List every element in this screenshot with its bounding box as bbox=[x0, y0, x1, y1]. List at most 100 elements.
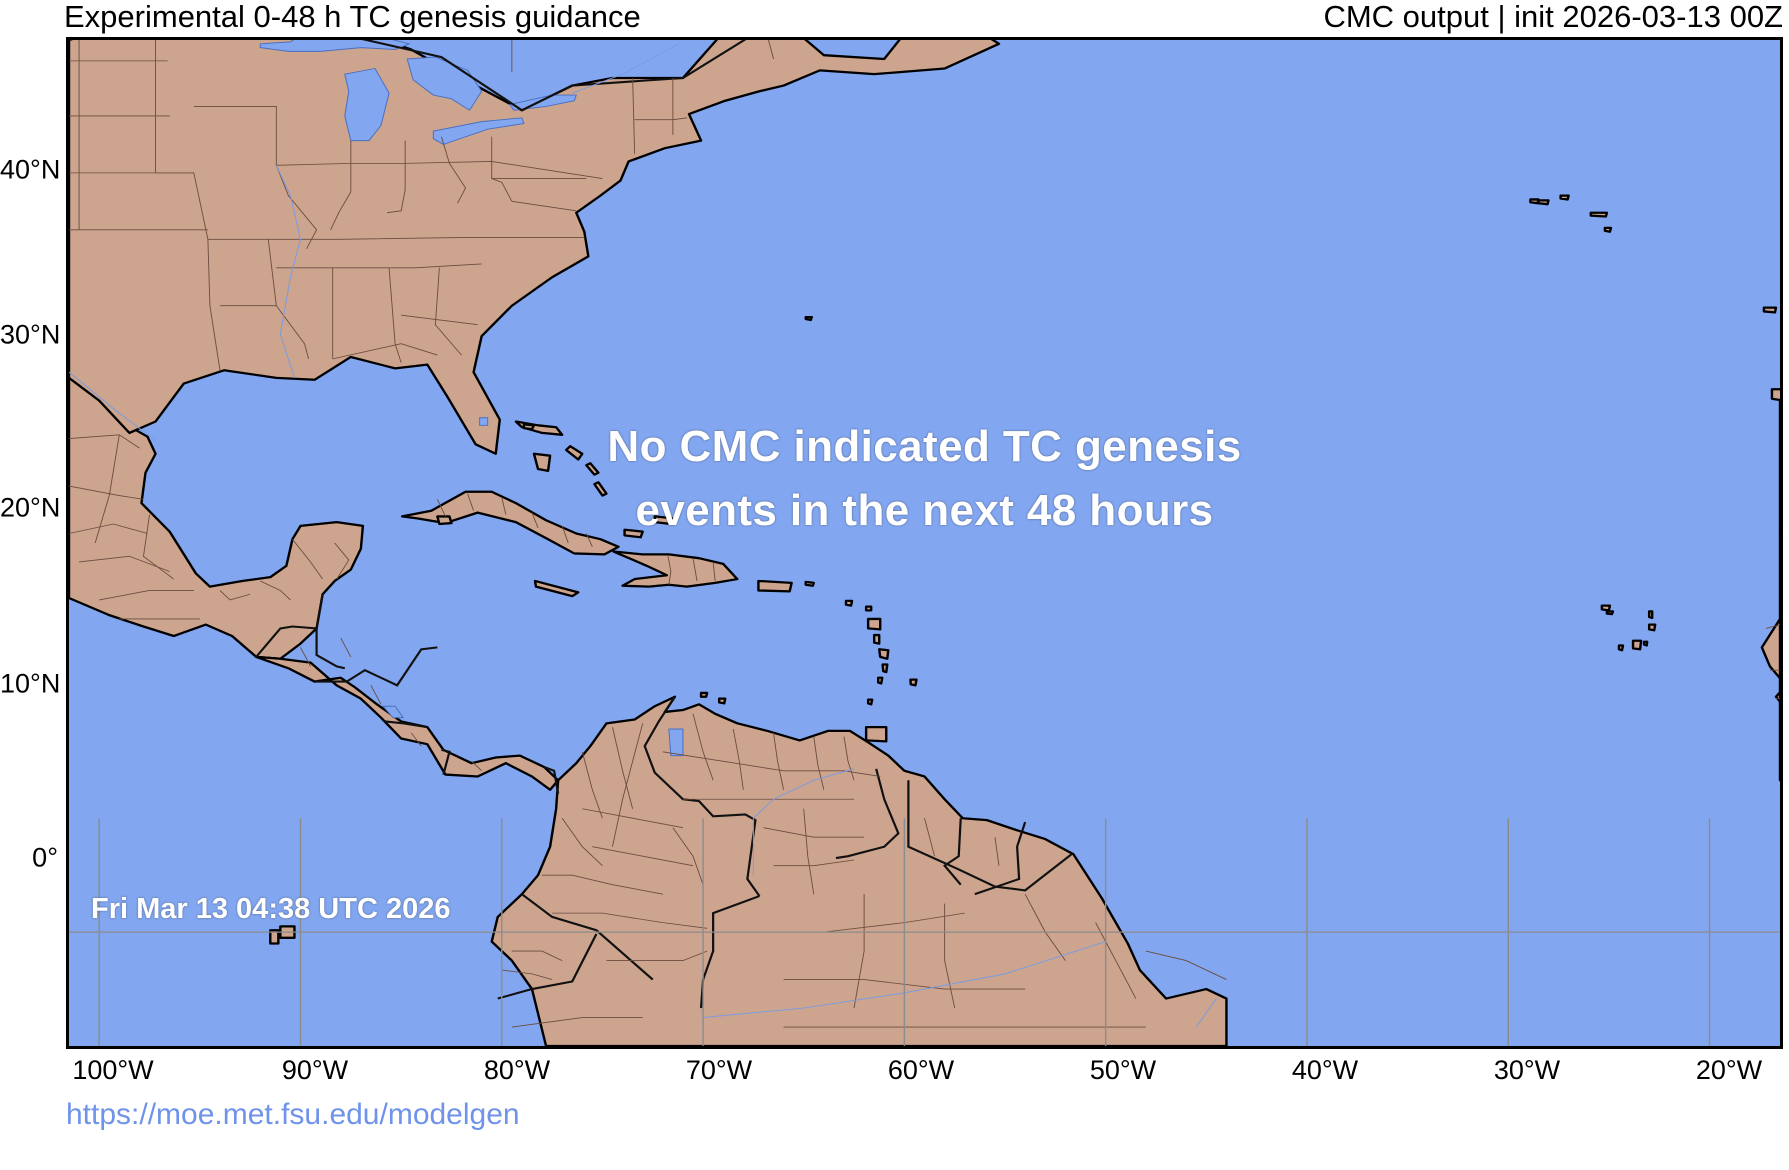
ven-state-1 bbox=[692, 713, 714, 781]
antigua-land bbox=[864, 605, 873, 612]
dominica-land bbox=[872, 633, 881, 645]
subdivision-borders-group bbox=[69, 40, 1780, 1028]
river-stlawrence bbox=[572, 43, 680, 94]
state-line-h5 bbox=[207, 236, 585, 240]
xtick-label-70w: 70°W bbox=[685, 1055, 753, 1085]
cape-verde-sal-land bbox=[1647, 610, 1654, 620]
bra-state-2 bbox=[853, 894, 865, 1009]
lake-okeechobee bbox=[479, 417, 489, 426]
state-line-v10 bbox=[388, 267, 402, 363]
mex-state-10 bbox=[334, 542, 350, 580]
col-dept-10 bbox=[606, 950, 708, 962]
bra-state-6 bbox=[1145, 950, 1227, 980]
col-dept-5 bbox=[542, 874, 663, 895]
state-line-h9 bbox=[401, 314, 478, 326]
virgin-islands-land bbox=[804, 580, 815, 587]
long-island-land bbox=[593, 481, 608, 497]
lake-superior bbox=[259, 40, 411, 52]
xtick-label-80w: 80°W bbox=[483, 1055, 551, 1085]
lake-michigan bbox=[344, 67, 390, 142]
puerto-rico-land bbox=[757, 579, 793, 593]
state-line-v2 bbox=[155, 40, 221, 371]
col-dept-4 bbox=[561, 817, 603, 866]
grenada-land bbox=[866, 698, 874, 706]
ven-state-4 bbox=[813, 736, 825, 790]
state-line-v11 bbox=[434, 267, 462, 356]
ven-state-3 bbox=[773, 732, 785, 790]
border-mex-guatemala bbox=[255, 594, 324, 658]
ecu-prov-1 bbox=[511, 950, 563, 961]
cape-verde-santiago-land bbox=[1631, 639, 1643, 651]
state-line-h7 bbox=[332, 343, 438, 360]
xtick-label-100w: 100°W bbox=[72, 1055, 154, 1085]
azores-faial-land bbox=[1529, 198, 1540, 205]
martinique-land bbox=[878, 648, 890, 660]
hispaniola-land bbox=[612, 550, 739, 588]
barbados-land bbox=[909, 678, 918, 687]
azores-terceira-land bbox=[1559, 194, 1570, 201]
galapagos-isabela-land bbox=[269, 929, 280, 945]
river-mississippi bbox=[275, 165, 302, 379]
bermuda-land bbox=[804, 315, 813, 322]
lake-maracaibo bbox=[668, 728, 684, 757]
dr-prov-2 bbox=[712, 561, 716, 582]
ca-sub-2 bbox=[340, 637, 352, 658]
border-guat-honduras bbox=[315, 628, 346, 670]
state-line-v3 bbox=[193, 106, 318, 249]
state-line-h6 bbox=[276, 263, 482, 269]
cuba-prov-5 bbox=[561, 525, 569, 544]
xtick-label-90w: 90°W bbox=[281, 1055, 349, 1085]
timestamp-label: Fri Mar 13 04:38 UTC 2026 bbox=[91, 893, 451, 925]
mex-state-v1 bbox=[94, 434, 120, 544]
azores-sao-miguel-land bbox=[1589, 211, 1609, 218]
river-rio-grande bbox=[69, 371, 156, 441]
west-africa-land bbox=[1760, 532, 1780, 782]
border-ecu-peru bbox=[497, 933, 598, 1000]
peru-dept-1 bbox=[511, 1017, 643, 1028]
col-dept-9 bbox=[592, 846, 694, 867]
turks-caicos-land bbox=[653, 515, 675, 526]
map-geography bbox=[69, 40, 1780, 1046]
source-url-link[interactable]: https://moe.met.fsu.edu/modelgen bbox=[66, 1098, 520, 1131]
xtick-label-50w: 50°W bbox=[1089, 1055, 1157, 1085]
ca-sub-4 bbox=[410, 732, 422, 747]
azores-pico-land bbox=[1537, 199, 1550, 206]
border-guy-suriname bbox=[943, 818, 962, 886]
ca-sub-1 bbox=[300, 647, 311, 667]
hisp-haiti-dr-border bbox=[667, 555, 672, 585]
sur-sub-1 bbox=[994, 837, 1000, 866]
ven-state-8 bbox=[763, 827, 865, 838]
xtick-label-20w: 20°W bbox=[1695, 1055, 1763, 1085]
mex-state-9 bbox=[292, 538, 324, 580]
cuba-prov-6 bbox=[585, 533, 593, 547]
africa-sub-1 bbox=[1765, 624, 1780, 629]
state-line-h14 bbox=[632, 77, 636, 154]
cape-verde-boa-vista-land bbox=[1647, 623, 1657, 632]
border-col-venezuela bbox=[643, 696, 761, 897]
map-canvas[interactable]: Fri Mar 13 04:38 UTC 2026 bbox=[66, 37, 1783, 1049]
mex-state-8 bbox=[260, 580, 291, 601]
bra-state-5 bbox=[1095, 922, 1137, 999]
ca-sub-3 bbox=[370, 685, 382, 705]
guadeloupe-land bbox=[866, 617, 882, 631]
madeira-land bbox=[1762, 306, 1778, 314]
st-lucia-land bbox=[881, 663, 889, 674]
mex-state-v2 bbox=[142, 514, 174, 580]
cat-island-land bbox=[585, 462, 600, 476]
border-hon-nicaragua bbox=[314, 646, 438, 687]
isle-of-youth-land bbox=[436, 515, 453, 526]
can-prov-4 bbox=[768, 40, 774, 60]
mex-state-5 bbox=[99, 590, 194, 601]
col-dept-2 bbox=[612, 727, 634, 809]
ven-state-5 bbox=[843, 736, 855, 781]
bra-state-3 bbox=[944, 903, 956, 1009]
lake-erie bbox=[432, 117, 525, 145]
bonaire-land bbox=[717, 697, 727, 705]
col-dept-6 bbox=[552, 912, 708, 929]
usa-east-coast-land bbox=[69, 40, 1001, 455]
border-usa-canada bbox=[361, 40, 747, 112]
river-sao-francisco bbox=[1195, 998, 1217, 1028]
cuba-prov-2 bbox=[467, 493, 475, 511]
xtick-label-30w: 30°W bbox=[1493, 1055, 1561, 1085]
